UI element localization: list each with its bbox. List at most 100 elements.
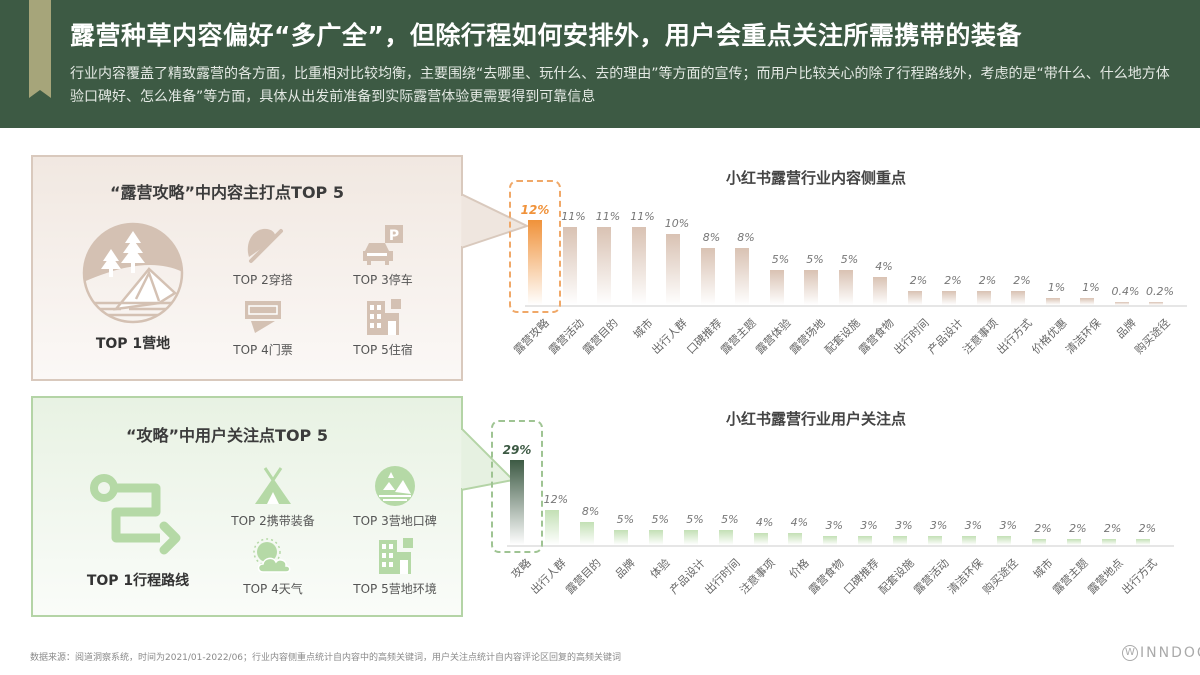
user-chart-title: 小红书露营行业用户关注点 [726, 410, 907, 428]
ticket-icon [245, 301, 281, 333]
category-label: 出行人群 [649, 316, 690, 357]
category-label: 露营体验 [752, 316, 794, 357]
bar-value-label: 8% [737, 231, 755, 245]
bar-value-label: 2% [1034, 522, 1052, 536]
bar [649, 530, 664, 545]
category-label: 注意事项 [959, 316, 1001, 357]
bar-value-label: 3% [964, 519, 983, 533]
bar-value-label: 5% [721, 513, 739, 527]
hat-icon [247, 228, 283, 263]
bar [997, 536, 1012, 545]
bar [769, 269, 784, 305]
bar-value-label: 3% [999, 519, 1017, 533]
category-label: 露营活动 [545, 316, 587, 357]
category-label: 城市 [1030, 556, 1056, 582]
bar [718, 530, 733, 545]
bar [735, 248, 749, 305]
category-label: 露营地点 [1084, 556, 1126, 597]
highlight-box [491, 420, 543, 553]
user-top4-label: TOP 4天气 [243, 582, 303, 596]
bar-value-label: 3% [860, 519, 878, 533]
header-banner: 露营种草内容偏好“多广全”，但除行程如何安排外，用户会重点关注所需携带的装备 行… [0, 0, 1200, 128]
bar [1101, 539, 1116, 545]
parking-car-icon: P [363, 225, 403, 265]
weather-icon [253, 538, 291, 573]
page-title: 露营种草内容偏好“多广全”，但除行程如何安排外，用户会重点关注所需携带的装备 [70, 21, 1022, 50]
user-focus-chart: 29% 攻略 12% 出行人群 8% 露营目的 5% 品牌 5% 体验 5% 产品设计 5% 出行时间 4%… [491, 420, 1180, 597]
bar-value-label: 5% [686, 513, 704, 527]
user-top2-label: TOP 2携带装备 [231, 514, 315, 528]
user-panel-pointer [461, 428, 516, 492]
bar [528, 220, 542, 305]
bar-value-label: 10% [664, 217, 690, 231]
bar-value-label: 3% [825, 519, 843, 533]
user-top5-label: TOP 5营地环境 [353, 582, 437, 596]
category-label: 注意事项 [736, 556, 778, 597]
content-top5: TOP 5住宿 [323, 297, 443, 358]
bar-value-label: 5% [771, 252, 790, 266]
logo-mark-icon: W [1122, 645, 1138, 661]
category-label: 出行时间 [890, 316, 932, 357]
content-chart-title: 小红书露营行业内容侧重点 [726, 169, 907, 187]
bar [631, 227, 646, 305]
bar-value-label: 8% [702, 231, 721, 245]
bar-value-label: 8% [581, 504, 600, 518]
bar-value-label: 2% [1013, 273, 1031, 287]
bar-value-label: 2% [1103, 522, 1122, 536]
bar-value-label: 11% [595, 210, 621, 224]
page-subtitle: 行业内容覆盖了精致露营的各方面，比重相对比较均衡，主要围绕“去哪里、玩什么、去的… [70, 66, 1170, 105]
content-panel-title: “露营攻略”中内容主打点TOP 5 [110, 183, 344, 202]
bar [892, 536, 907, 545]
bar-value-label: 0.4% [1111, 285, 1140, 298]
bar [579, 521, 594, 545]
content-top3: P TOP 3停车 [323, 223, 443, 288]
category-label: 产品设计 [925, 316, 966, 357]
content-top4: TOP 4门票 [203, 297, 323, 358]
content-top5-label: TOP 5住宿 [353, 343, 413, 357]
category-label: 露营目的 [580, 316, 621, 357]
bar-value-label: 1% [1047, 280, 1066, 294]
bar [562, 227, 577, 305]
category-label: 露营目的 [562, 556, 604, 597]
category-label: 品牌 [613, 556, 638, 582]
category-label: 价格优惠 [1028, 316, 1070, 357]
bar [804, 269, 818, 305]
bar [684, 530, 698, 545]
bar [700, 248, 715, 305]
logo-text: INNDOO [1140, 645, 1200, 661]
bar [544, 509, 559, 545]
svg-text:P: P [389, 228, 399, 244]
user-top1-label: TOP 1行程路线 [86, 573, 190, 589]
content-top5-panel: “露营攻略”中内容主打点TOP 5 TOP 1营地 [31, 155, 463, 381]
hotel-icon [367, 299, 401, 335]
category-label: 口碑推荐 [841, 556, 882, 597]
bar [942, 290, 956, 305]
bar [597, 227, 611, 305]
category-label: 口碑推荐 [683, 316, 725, 357]
bar [873, 276, 887, 305]
bar-value-label: 11% [630, 210, 655, 224]
bar [838, 269, 853, 305]
category-label: 配套设施 [876, 556, 917, 597]
x-axis-line [507, 545, 1175, 547]
bar-value-label: 2% [909, 273, 928, 287]
brand-logo: W INNDOO [1122, 645, 1200, 661]
category-label: 价格 [787, 556, 812, 582]
bar [976, 290, 991, 305]
bar-value-label: 3% [895, 519, 913, 533]
user-top4: TOP 4天气 [203, 536, 343, 597]
content-top1-label: TOP 1营地 [95, 336, 171, 352]
user-top5-panel: “攻略”中用户关注点TOP 5 TOP 1行程路线 TOP 2携带装备 [31, 396, 463, 617]
category-label: 品牌 [1113, 316, 1139, 342]
bar [1149, 302, 1163, 305]
category-label: 出行人群 [528, 556, 569, 597]
bar [1080, 297, 1094, 305]
campsite-icon [82, 222, 184, 324]
bar-value-label: 5% [806, 252, 824, 266]
bar [1032, 539, 1046, 545]
content-top3-label: TOP 3停车 [353, 273, 413, 287]
content-top4-label: TOP 4门票 [233, 343, 293, 357]
bar [1045, 297, 1060, 305]
category-label: 购买途径 [1132, 316, 1173, 357]
content-panel-pointer [461, 194, 530, 250]
